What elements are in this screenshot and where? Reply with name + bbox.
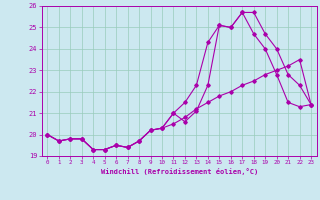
X-axis label: Windchill (Refroidissement éolien,°C): Windchill (Refroidissement éolien,°C) [100, 168, 258, 175]
